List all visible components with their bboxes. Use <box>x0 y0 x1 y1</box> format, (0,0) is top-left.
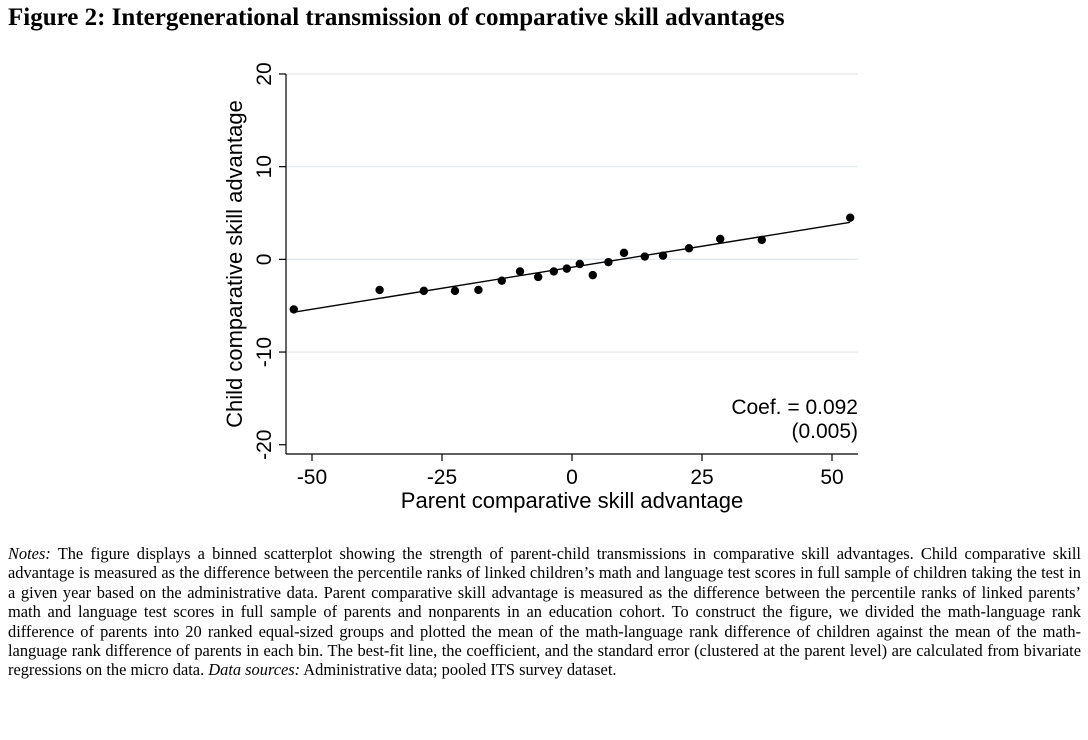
data-point <box>375 285 384 295</box>
data-point <box>497 276 506 285</box>
y-tick-label: -20 <box>253 430 276 460</box>
notes-text: The figure displays a binned scatterplot… <box>8 544 1081 680</box>
data-point <box>575 259 584 269</box>
notes-label: Notes: <box>8 544 51 563</box>
y-tick-label: 0 <box>253 254 276 266</box>
coef-annotation: Coef. = 0.092 <box>731 396 858 419</box>
sources-label: Data sources: <box>208 660 301 680</box>
x-tick-label: 50 <box>820 466 843 489</box>
se-annotation: (0.005) <box>791 420 858 443</box>
data-point <box>549 267 558 276</box>
best-fit-line <box>293 221 851 313</box>
x-tick-label: -25 <box>427 466 457 489</box>
data-point <box>716 234 725 244</box>
sources-text: Administrative data; pooled ITS survey d… <box>300 660 617 680</box>
data-points <box>289 213 855 314</box>
data-point <box>534 272 543 282</box>
scatter-chart: -50 -25 0 25 50 -20 -10 0 10 20 Parent comparativ… <box>222 62 858 513</box>
y-tick-label: 20 <box>253 62 276 85</box>
y-tick-label: 10 <box>253 155 276 178</box>
data-point <box>619 248 629 258</box>
data-point <box>757 235 766 245</box>
y-tick-label: -10 <box>253 337 276 367</box>
x-axis-label: Parent comparative skill advantage <box>401 488 743 513</box>
data-point <box>588 270 597 280</box>
figure-notes: Notes: The figure displays a binned scat… <box>8 544 1081 680</box>
x-tick-label: 25 <box>690 466 713 489</box>
data-point <box>474 285 483 295</box>
data-point <box>640 252 649 261</box>
data-point <box>562 264 571 273</box>
data-point <box>658 251 668 260</box>
data-point <box>846 213 855 222</box>
data-point <box>289 305 298 314</box>
x-tick-label: 0 <box>566 466 578 489</box>
axis-ticks: -50 -25 0 25 50 -20 -10 0 10 20 <box>253 62 844 489</box>
data-point <box>684 244 694 253</box>
figure-title: Figure 2: Intergenerational transmission… <box>8 4 785 31</box>
data-point <box>515 267 525 276</box>
y-axis-label: Child comparative skill advantage <box>222 100 247 428</box>
data-point <box>604 257 613 267</box>
data-point <box>419 286 428 296</box>
data-point <box>450 286 460 296</box>
x-tick-label: -50 <box>297 466 327 489</box>
gridlines <box>286 73 858 353</box>
